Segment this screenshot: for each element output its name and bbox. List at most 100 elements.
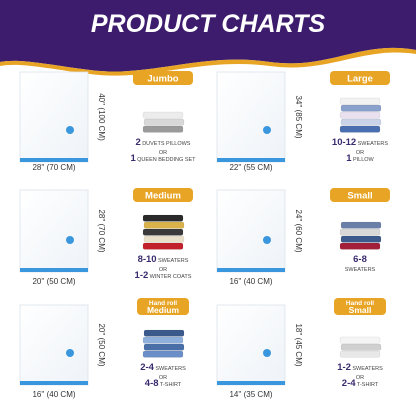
badge (133, 71, 193, 85)
icon-item (339, 125, 381, 133)
bag (19, 71, 89, 163)
icon-item (339, 336, 381, 344)
capacity-text: T-SHIRT (160, 382, 182, 388)
capacity-line: 1-2 WINTER COATS (135, 270, 192, 281)
badge (334, 298, 386, 315)
capacity-text: SWEATERS (345, 267, 376, 273)
capacity-line: 8-10 SWEATERS (138, 254, 189, 265)
height-label: 18'' (45 CM) (294, 323, 303, 366)
badge-label: Small (349, 305, 372, 315)
height-label: 40'' (100 CM) (97, 93, 106, 141)
capacity-text: OR (159, 267, 167, 273)
bag-valve (66, 236, 74, 244)
product-card: 28'' (70 CM) 20'' (50 CM) Medium 8-10 SWEAT… (19, 188, 193, 286)
capacity-line: 2-4 SWEATERS (140, 362, 186, 373)
icon-item (340, 343, 382, 351)
width-label: 20'' (50 CM) (32, 277, 75, 286)
capacity-line: 2-4 T-SHIRT (342, 378, 379, 389)
height-label: 24'' (60 CM) (294, 209, 303, 252)
height-label: 20'' (50 CM) (97, 323, 106, 366)
icon-item (143, 329, 185, 337)
capacity-text: OR (159, 375, 167, 381)
badge (330, 71, 390, 85)
badge-note: Hand roll (346, 300, 374, 307)
capacity-line: 4-8 T-SHIRT (145, 378, 182, 389)
capacity-text: SWEATERS (155, 366, 186, 372)
capacity-text: SWEATERS (352, 366, 383, 372)
badge-label: Small (347, 191, 372, 202)
icon-item (339, 111, 381, 119)
bag-valve (66, 349, 74, 357)
icon-item (143, 118, 185, 126)
capacity-number: 4-8 (145, 378, 159, 389)
icon-item (339, 97, 381, 105)
capacity-number: 1-2 (135, 270, 149, 281)
width-label: 16'' (40 CM) (32, 390, 75, 399)
bag-valve (66, 126, 74, 134)
capacity-line: 10-12 SWEATERS (332, 137, 388, 148)
header-bg (0, 0, 416, 72)
icon-item (339, 228, 381, 236)
width-label: 14'' (35 CM) (229, 390, 272, 399)
capacity-text: OR (356, 375, 364, 381)
bag-zip (217, 381, 285, 385)
bag (19, 304, 89, 386)
capacity-text: SWEATERS (358, 141, 389, 147)
capacity-number: 6-8 (353, 254, 367, 265)
capacity-text: OR (159, 150, 167, 156)
capacity-number: 1 (130, 153, 136, 164)
icon-item (143, 221, 185, 229)
bag-valve (263, 236, 271, 244)
capacity-number: 1 (346, 153, 352, 164)
icon-item (340, 118, 382, 126)
bag (216, 71, 286, 163)
capacity-line: 1 QUEEN BEDDING SET (130, 153, 196, 164)
icon-item (143, 343, 185, 351)
icon-item (143, 235, 185, 243)
capacity-text: QUEEN BEDDING SET (137, 157, 196, 163)
capacity-line: OR (159, 150, 167, 156)
product-card: 40'' (100 CM) 28'' (70 CM) Jumbo 2 DUVETS P… (19, 71, 196, 172)
bag (19, 189, 89, 273)
bag (216, 189, 286, 273)
bag-zip (217, 268, 285, 272)
capacity-line: SWEATERS (345, 267, 376, 273)
icon-item (340, 104, 382, 112)
capacity-number: 10-12 (332, 137, 356, 148)
capacity-line: 6-8 (353, 254, 367, 265)
bag-valve (263, 126, 271, 134)
badge (330, 188, 390, 202)
capacity-text: SWEATERS (158, 258, 189, 264)
icon-item (142, 125, 184, 133)
width-label: 28'' (70 CM) (32, 163, 75, 172)
width-label: 22'' (55 CM) (229, 163, 272, 172)
icon-item (142, 350, 184, 358)
capacity-line: OR (159, 267, 167, 273)
capacity-number: 1-2 (337, 362, 351, 373)
icon-item (142, 336, 184, 344)
icon-item (142, 111, 184, 119)
badge-label: Jumbo (147, 74, 178, 85)
icon-item (340, 221, 382, 229)
product-card: 34'' (85 CM) 22'' (55 CM) Large 10-12 SWEAT… (216, 71, 390, 172)
capacity-line: 2 DUVETS PILLOWS (136, 137, 191, 148)
badge (133, 188, 193, 202)
capacity-text: PILLOW (353, 157, 375, 163)
badge-label: Medium (145, 191, 181, 202)
capacity-number: 8-10 (138, 254, 157, 265)
capacity-text: T-SHIRT (357, 382, 379, 388)
capacity-line: OR (356, 375, 364, 381)
header-wave (0, 47, 416, 76)
icon-item (142, 214, 184, 222)
icon-item (340, 235, 382, 243)
capacity-line: OR (356, 150, 364, 156)
width-label: 16'' (40 CM) (229, 277, 272, 286)
bag-valve (263, 349, 271, 357)
icon-item (142, 242, 184, 250)
capacity-number: 2 (136, 137, 141, 148)
badge-note: Hand roll (149, 300, 177, 307)
icon-item (339, 350, 381, 358)
